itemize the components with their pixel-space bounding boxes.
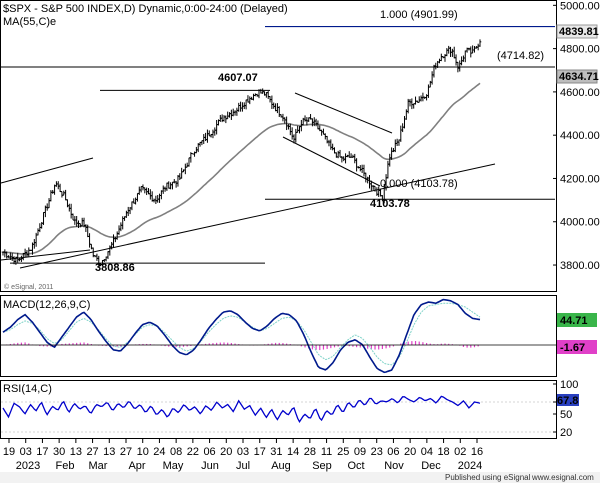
chart-title: $SPX - S&P 500 INDEX,D) Dynamic,0:00-24:… — [3, 3, 288, 15]
rsi-tick-label: 20 — [560, 427, 572, 439]
x-day-label: 27 — [120, 446, 132, 458]
channel-top-line — [0, 157, 94, 184]
x-day-label: 04 — [421, 446, 433, 458]
macd-value: 44.71 — [560, 315, 588, 327]
x-month-label: Apr — [128, 460, 145, 472]
macd-legend: MACD(12,26,9,C) — [3, 299, 90, 311]
rsi-panel — [0, 380, 557, 439]
x-day-label: 18 — [437, 446, 449, 458]
x-day-label: 28 — [304, 446, 316, 458]
x-day-label: 19 — [3, 446, 15, 458]
x-day-label: 20 — [220, 446, 232, 458]
rsi-badge — [557, 394, 579, 406]
rsi-tick-label: 100 — [560, 379, 578, 391]
price-tick-label: 4400.00 — [560, 130, 600, 142]
x-day-label: 17 — [254, 446, 266, 458]
price-tick-label: 4800.00 — [560, 44, 600, 56]
x-day-label: 31 — [270, 446, 282, 458]
price-tick-label: 4600.00 — [560, 87, 600, 99]
trendlines — [0, 25, 555, 269]
x-day-label: 03 — [237, 446, 249, 458]
x-day-label: 23 — [371, 446, 383, 458]
hist-badge — [557, 340, 597, 354]
long-uptrend-line — [19, 163, 496, 269]
rsi-value: 67.8 — [557, 395, 578, 407]
x-month-label: Dec — [421, 460, 441, 472]
macd-panel — [0, 295, 557, 377]
x-month-label: Jun — [201, 460, 219, 472]
x-day-label: 22 — [187, 446, 199, 458]
signal-line — [2, 302, 481, 366]
ma-badge — [556, 69, 598, 84]
x-day-label: 06 — [387, 446, 399, 458]
x-month-label: Nov — [384, 460, 404, 472]
x-day-label: 25 — [337, 446, 349, 458]
hist-value: -1.67 — [560, 342, 585, 354]
macd-badge — [557, 313, 597, 327]
rsi-tick-label: 50 — [560, 409, 572, 421]
price-tick-label: 3800.00 — [560, 260, 600, 272]
x-axis: 19 03 17 30 13 27 13 27 10 24 08 22 06 20 03 17 31 14 28 11… — [3, 439, 483, 472]
annotation-4714: (4714.82) — [497, 50, 544, 62]
x-day-label: 13 — [70, 446, 82, 458]
x-day-label: 24 — [153, 446, 165, 458]
footer-left: Published using eSignal — [445, 473, 531, 482]
ma-legend: MA(55,C)e — [3, 16, 56, 28]
fib-0-label: 0.000 (4103.78) — [380, 178, 458, 190]
x-day-label: 27 — [86, 446, 98, 458]
x-month-label: 2023 — [16, 460, 40, 472]
x-month-label: Mar — [89, 460, 108, 472]
rsi-legend: RSI(14,C) — [3, 383, 52, 395]
price-panel — [0, 0, 557, 292]
footer-bar — [0, 472, 600, 483]
footer-right: www.esignal.com — [531, 473, 594, 482]
price-bars — [1, 39, 482, 268]
x-day-label: 13 — [103, 446, 115, 458]
macd-line — [2, 298, 481, 374]
x-month-label: May — [163, 460, 184, 472]
x-month-label: Aug — [271, 460, 291, 472]
x-month-label: Sep — [312, 460, 332, 472]
ma-line — [3, 82, 481, 255]
x-day-label: 09 — [354, 446, 366, 458]
x-day-label: 10 — [137, 446, 149, 458]
watermark: © eSignal, 2011 — [4, 283, 54, 291]
last-price-value: 4839.81 — [559, 26, 599, 38]
down-channel-bottom — [282, 136, 381, 187]
annotation-4607: 4607.07 — [218, 72, 258, 84]
fib-1-label: 1.000 (4901.99) — [380, 9, 458, 21]
ma-value: 4634.71 — [559, 71, 599, 83]
x-month-label: Jul — [236, 460, 250, 472]
x-day-label: 17 — [36, 446, 48, 458]
last-price-badge — [556, 24, 598, 39]
x-month-label: 2024 — [458, 460, 482, 472]
x-month-label: Oct — [347, 460, 364, 472]
x-day-label: 11 — [321, 446, 332, 458]
price-tick-label: 5000.00 — [560, 0, 600, 12]
x-day-label: 30 — [53, 446, 65, 458]
price-axis: 3800.00 4000.00 4200.00 4400.00 4600.00 4800.… — [553, 0, 600, 272]
annotation-4103: 4103.78 — [370, 198, 410, 210]
x-day-label: 20 — [404, 446, 416, 458]
x-day-label: 14 — [287, 446, 299, 458]
down-channel-top — [294, 92, 393, 134]
price-tick-label: 4200.00 — [560, 173, 600, 185]
rsi-line — [2, 395, 481, 423]
x-day-label: 08 — [170, 446, 182, 458]
x-day-label: 02 — [454, 446, 466, 458]
x-month-label: Feb — [56, 460, 75, 472]
x-day-label: 03 — [20, 446, 32, 458]
annotation-3808: 3808.86 — [95, 262, 135, 274]
x-day-label: 06 — [203, 446, 215, 458]
price-tick-label: 4000.00 — [560, 217, 600, 229]
x-day-label: 16 — [471, 446, 483, 458]
